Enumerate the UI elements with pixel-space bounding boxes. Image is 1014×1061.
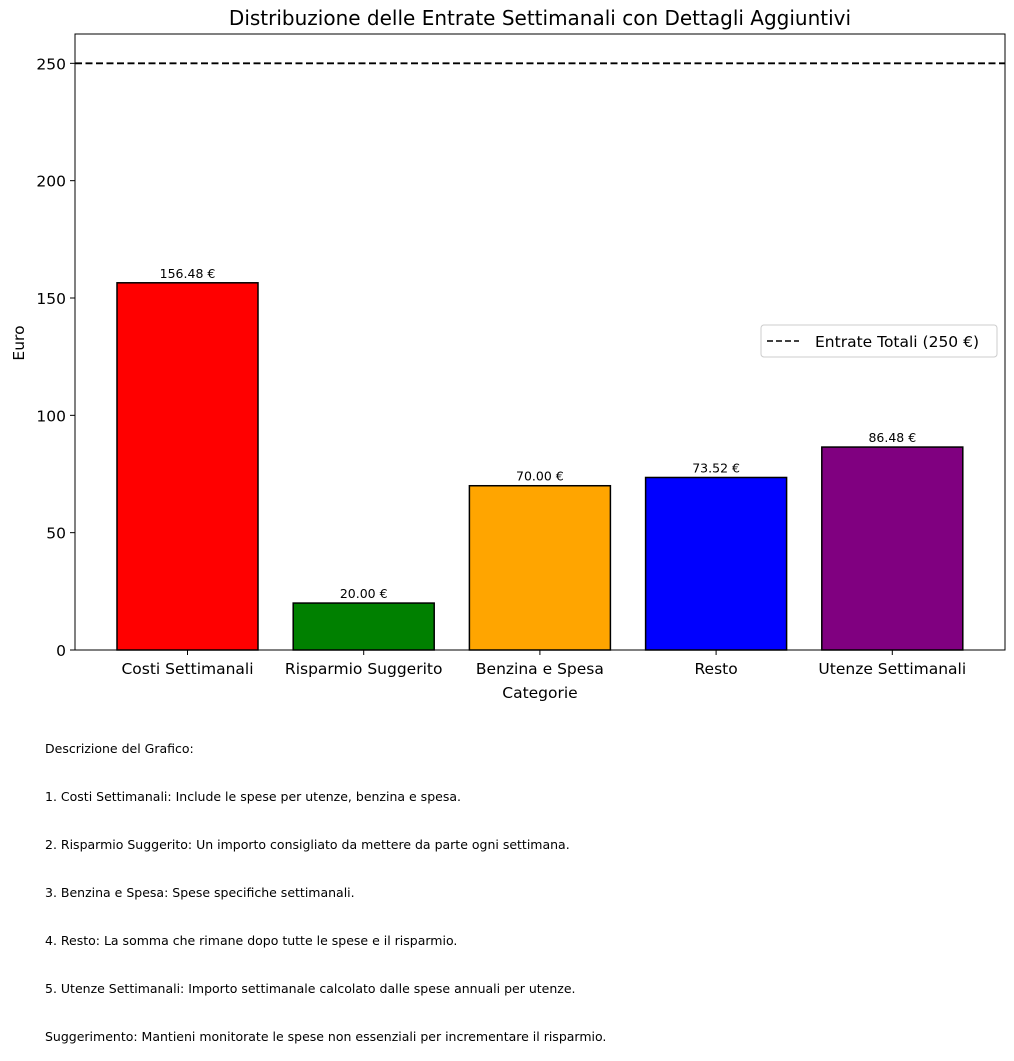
bar xyxy=(821,446,964,651)
description-line: 1. Costi Settimanali: Include le spese p… xyxy=(45,789,461,804)
legend-box xyxy=(760,324,998,358)
description-line: 5. Utenze Settimanali: Importo settimana… xyxy=(45,981,576,996)
bar-value-label: 156.48 € xyxy=(160,266,216,281)
x-tick-label: Resto xyxy=(694,660,737,678)
x-tick-label: Benzina e Spesa xyxy=(476,660,604,678)
y-tick-label: 250 xyxy=(36,55,66,73)
description-line: 4. Resto: La somma che rimane dopo tutte… xyxy=(45,933,458,948)
y-axis-label: Euro xyxy=(10,325,28,360)
bar xyxy=(116,282,259,651)
bar xyxy=(468,484,612,651)
legend-entry: Entrate Totali (250 €) xyxy=(815,333,979,351)
description-line: Descrizione del Grafico: xyxy=(45,741,194,756)
y-tick-label: 200 xyxy=(36,173,66,191)
bar-value-label: 20.00 € xyxy=(340,586,388,601)
x-tick-label: Utenze Settimanali xyxy=(818,660,966,678)
x-tick-label: Risparmio Suggerito xyxy=(285,660,443,678)
legend: Entrate Totali (250 €) xyxy=(760,324,998,358)
x-tick-label: Costi Settimanali xyxy=(121,660,253,678)
y-tick-label: 0 xyxy=(56,642,66,660)
description-line: 2. Risparmio Suggerito: Un importo consi… xyxy=(45,837,570,852)
bar-value-label: 70.00 € xyxy=(516,469,564,484)
bar xyxy=(292,602,435,651)
bar-value-label: 73.52 € xyxy=(692,460,740,475)
bar-chart: Distribuzione delle Entrate Settimanali … xyxy=(10,6,1006,702)
axes-frame xyxy=(74,33,1006,651)
description-line: 3. Benzina e Spesa: Spese specifiche set… xyxy=(45,885,355,900)
y-tick-label: 100 xyxy=(36,407,66,425)
y-tick-label: 50 xyxy=(46,525,66,543)
chart-title: Distribuzione delle Entrate Settimanali … xyxy=(229,6,851,30)
description-line: Suggerimento: Mantieni monitorate le spe… xyxy=(45,1029,607,1044)
bar-value-label: 86.48 € xyxy=(868,430,916,445)
chart-description: Descrizione del Grafico: 1. Costi Settim… xyxy=(45,709,606,1061)
x-axis-label: Categorie xyxy=(502,684,577,702)
plot-area: 156.48 € Costi Settimanali 20.00 € Risparmi… xyxy=(36,33,1006,678)
bar xyxy=(644,476,788,651)
y-tick-label: 150 xyxy=(36,290,66,308)
